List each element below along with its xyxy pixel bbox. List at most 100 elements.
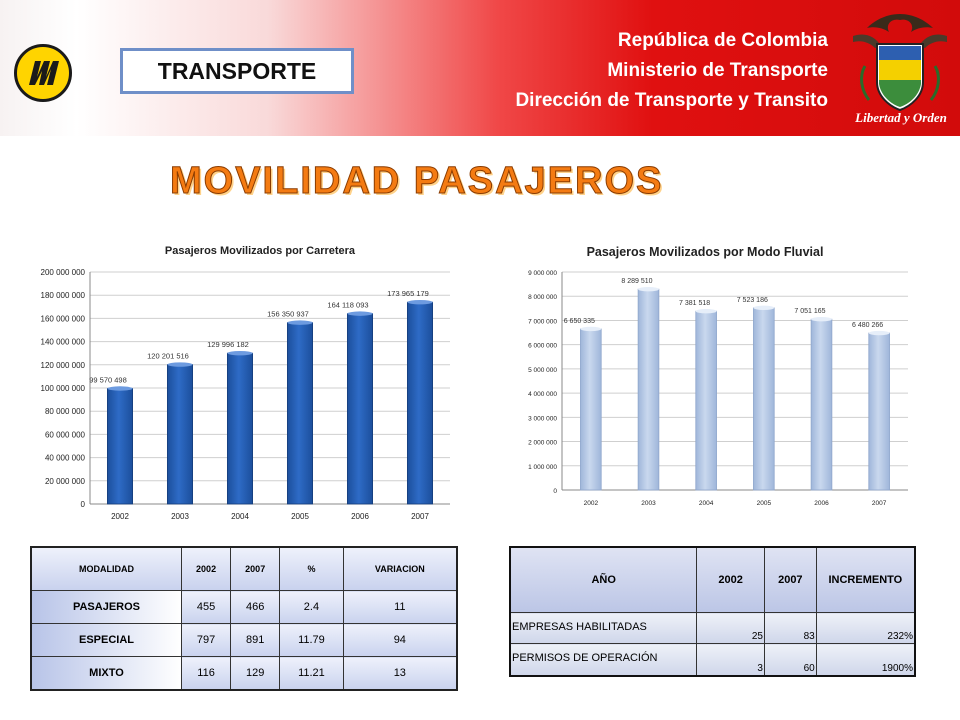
y-tick-label: 8 000 000	[528, 294, 557, 301]
table-cell: 13	[342, 656, 458, 691]
y-tick-label: 140 000 000	[41, 338, 86, 347]
header-banner: TRANSPORTE República de Colombia Ministe…	[0, 0, 960, 136]
x-tick-label: 2004	[231, 512, 249, 521]
table-cell: 891	[230, 623, 281, 657]
bar	[637, 288, 660, 491]
header-line-ministry: Ministerio de Transporte	[607, 60, 828, 81]
table-cell: 25	[696, 611, 765, 645]
y-tick-label: 1 000 000	[528, 464, 557, 471]
table-row: MIXTO 116 129 11.21 13	[30, 656, 458, 691]
header-cell: INCREMENTO	[815, 546, 916, 613]
y-tick-label: 80 000 000	[45, 407, 86, 416]
x-tick-label: 2003	[171, 512, 189, 521]
y-tick-label: 40 000 000	[45, 454, 86, 463]
header-cell: 2007	[763, 546, 817, 613]
bar	[346, 313, 373, 505]
data-label: 156 350 937	[267, 310, 309, 319]
header-cell: 2002	[696, 546, 765, 613]
row-label: PASAJEROS	[30, 590, 182, 624]
bar	[810, 318, 833, 491]
table-row: PASAJEROS 455 466 2.4 11	[30, 590, 458, 624]
bar	[695, 310, 717, 491]
data-label: 6 480 266	[852, 322, 883, 329]
x-tick-label: 2005	[291, 512, 309, 521]
x-tick-label: 2002	[111, 512, 129, 521]
table-cell: 232%	[815, 611, 916, 645]
table-cell: 60	[763, 643, 817, 677]
x-tick-label: 2004	[699, 500, 714, 507]
data-label: 7 381 518	[679, 300, 710, 307]
data-label: 8 289 510	[621, 278, 652, 285]
y-tick-label: 120 000 000	[41, 361, 86, 370]
row-label: PERMISOS DE OPERACIÓN	[509, 643, 698, 677]
table-cell: 11.79	[279, 623, 344, 657]
y-tick-label: 20 000 000	[45, 477, 86, 486]
y-tick-label: 100 000 000	[41, 384, 86, 393]
header-cell: AÑO	[509, 546, 698, 613]
bar	[580, 328, 602, 491]
data-label: 6 650 335	[564, 318, 595, 325]
row-label: EMPRESAS HABILITADAS	[509, 611, 698, 645]
header-cell: VARIACION	[342, 546, 458, 591]
chart-title-carretera: Pasajeros Movilizados por Carretera	[164, 245, 356, 257]
table-row: PERMISOS DE OPERACIÓN 3 60 1900%	[509, 643, 916, 677]
y-tick-label: 180 000 000	[41, 291, 86, 300]
row-label: ESPECIAL	[30, 623, 182, 657]
y-tick-label: 60 000 000	[45, 430, 86, 439]
bar	[753, 307, 775, 491]
chart-title-fluvial: Pasajeros Movilizados por Modo Fluvial	[586, 245, 824, 259]
table-cell: 83	[763, 611, 817, 645]
data-label: 7 523 186	[737, 297, 768, 304]
table-cell: 3	[696, 643, 765, 677]
header-cell: 2007	[230, 546, 281, 591]
table-empresas: AÑO 2002 2007 INCREMENTO EMPRESAS HABILI…	[509, 546, 916, 677]
table-header-row: AÑO 2002 2007 INCREMENTO	[509, 546, 916, 613]
data-label: 120 201 516	[147, 352, 189, 361]
table-cell: 116	[180, 656, 232, 691]
table-cell: 455	[180, 590, 232, 624]
data-label: 99 570 498	[89, 375, 127, 384]
coat-of-arms-icon	[853, 14, 947, 112]
y-tick-label: 200 000 000	[41, 268, 86, 277]
data-label: 129 996 182	[207, 340, 249, 349]
bar-cap	[407, 300, 433, 305]
bar-cap	[107, 386, 133, 391]
table-cell: 129	[230, 656, 281, 691]
bar-cap	[287, 320, 313, 325]
y-tick-label: 2 000 000	[528, 440, 557, 447]
data-label: 164 118 093	[327, 301, 368, 310]
bar	[286, 322, 313, 505]
x-tick-label: 2005	[757, 500, 772, 507]
bar-chart-fluvial: 0 1 000 000 2 000 000 3 000 000 4 000 000 5 0…	[528, 270, 908, 507]
x-tick-label: 2002	[584, 500, 599, 507]
bar-cap	[753, 305, 775, 310]
section-label: TRANSPORTE	[120, 48, 354, 94]
header-cell: %	[279, 546, 344, 591]
y-tick-label: 0	[553, 488, 557, 495]
table-cell: 94	[342, 623, 458, 657]
bar-cap	[347, 311, 373, 316]
y-tick-label: 3 000 000	[528, 415, 557, 422]
bar	[226, 352, 253, 505]
y-tick-label: 160 000 000	[41, 314, 86, 323]
ministry-logo-icon	[14, 44, 72, 102]
bar	[868, 332, 890, 491]
bar-chart-carretera: 0 20 000 000 40 000 000 60 000 000 80 000 00…	[41, 268, 450, 521]
crest-motto: Libertad y Orden	[855, 110, 947, 125]
table-cell: 466	[230, 590, 281, 624]
bar	[406, 301, 433, 505]
table-row: EMPRESAS HABILITADAS 25 83 232%	[509, 611, 916, 645]
header-line-direction: Dirección de Transporte y Transito	[515, 90, 828, 111]
y-tick-label: 9 000 000	[528, 270, 557, 277]
table-cell: 11.21	[279, 656, 344, 691]
y-tick-label: 7 000 000	[528, 318, 557, 325]
row-label: MIXTO	[30, 656, 182, 691]
bar-cap	[167, 362, 193, 367]
x-tick-label: 2006	[351, 512, 369, 521]
bar-cap	[580, 326, 602, 332]
x-tick-label: 2006	[814, 500, 829, 507]
bar-cap	[811, 317, 832, 322]
table-cell: 2.4	[279, 590, 344, 624]
x-tick-label: 2003	[641, 500, 656, 507]
data-label: 173 965 179	[387, 289, 429, 298]
